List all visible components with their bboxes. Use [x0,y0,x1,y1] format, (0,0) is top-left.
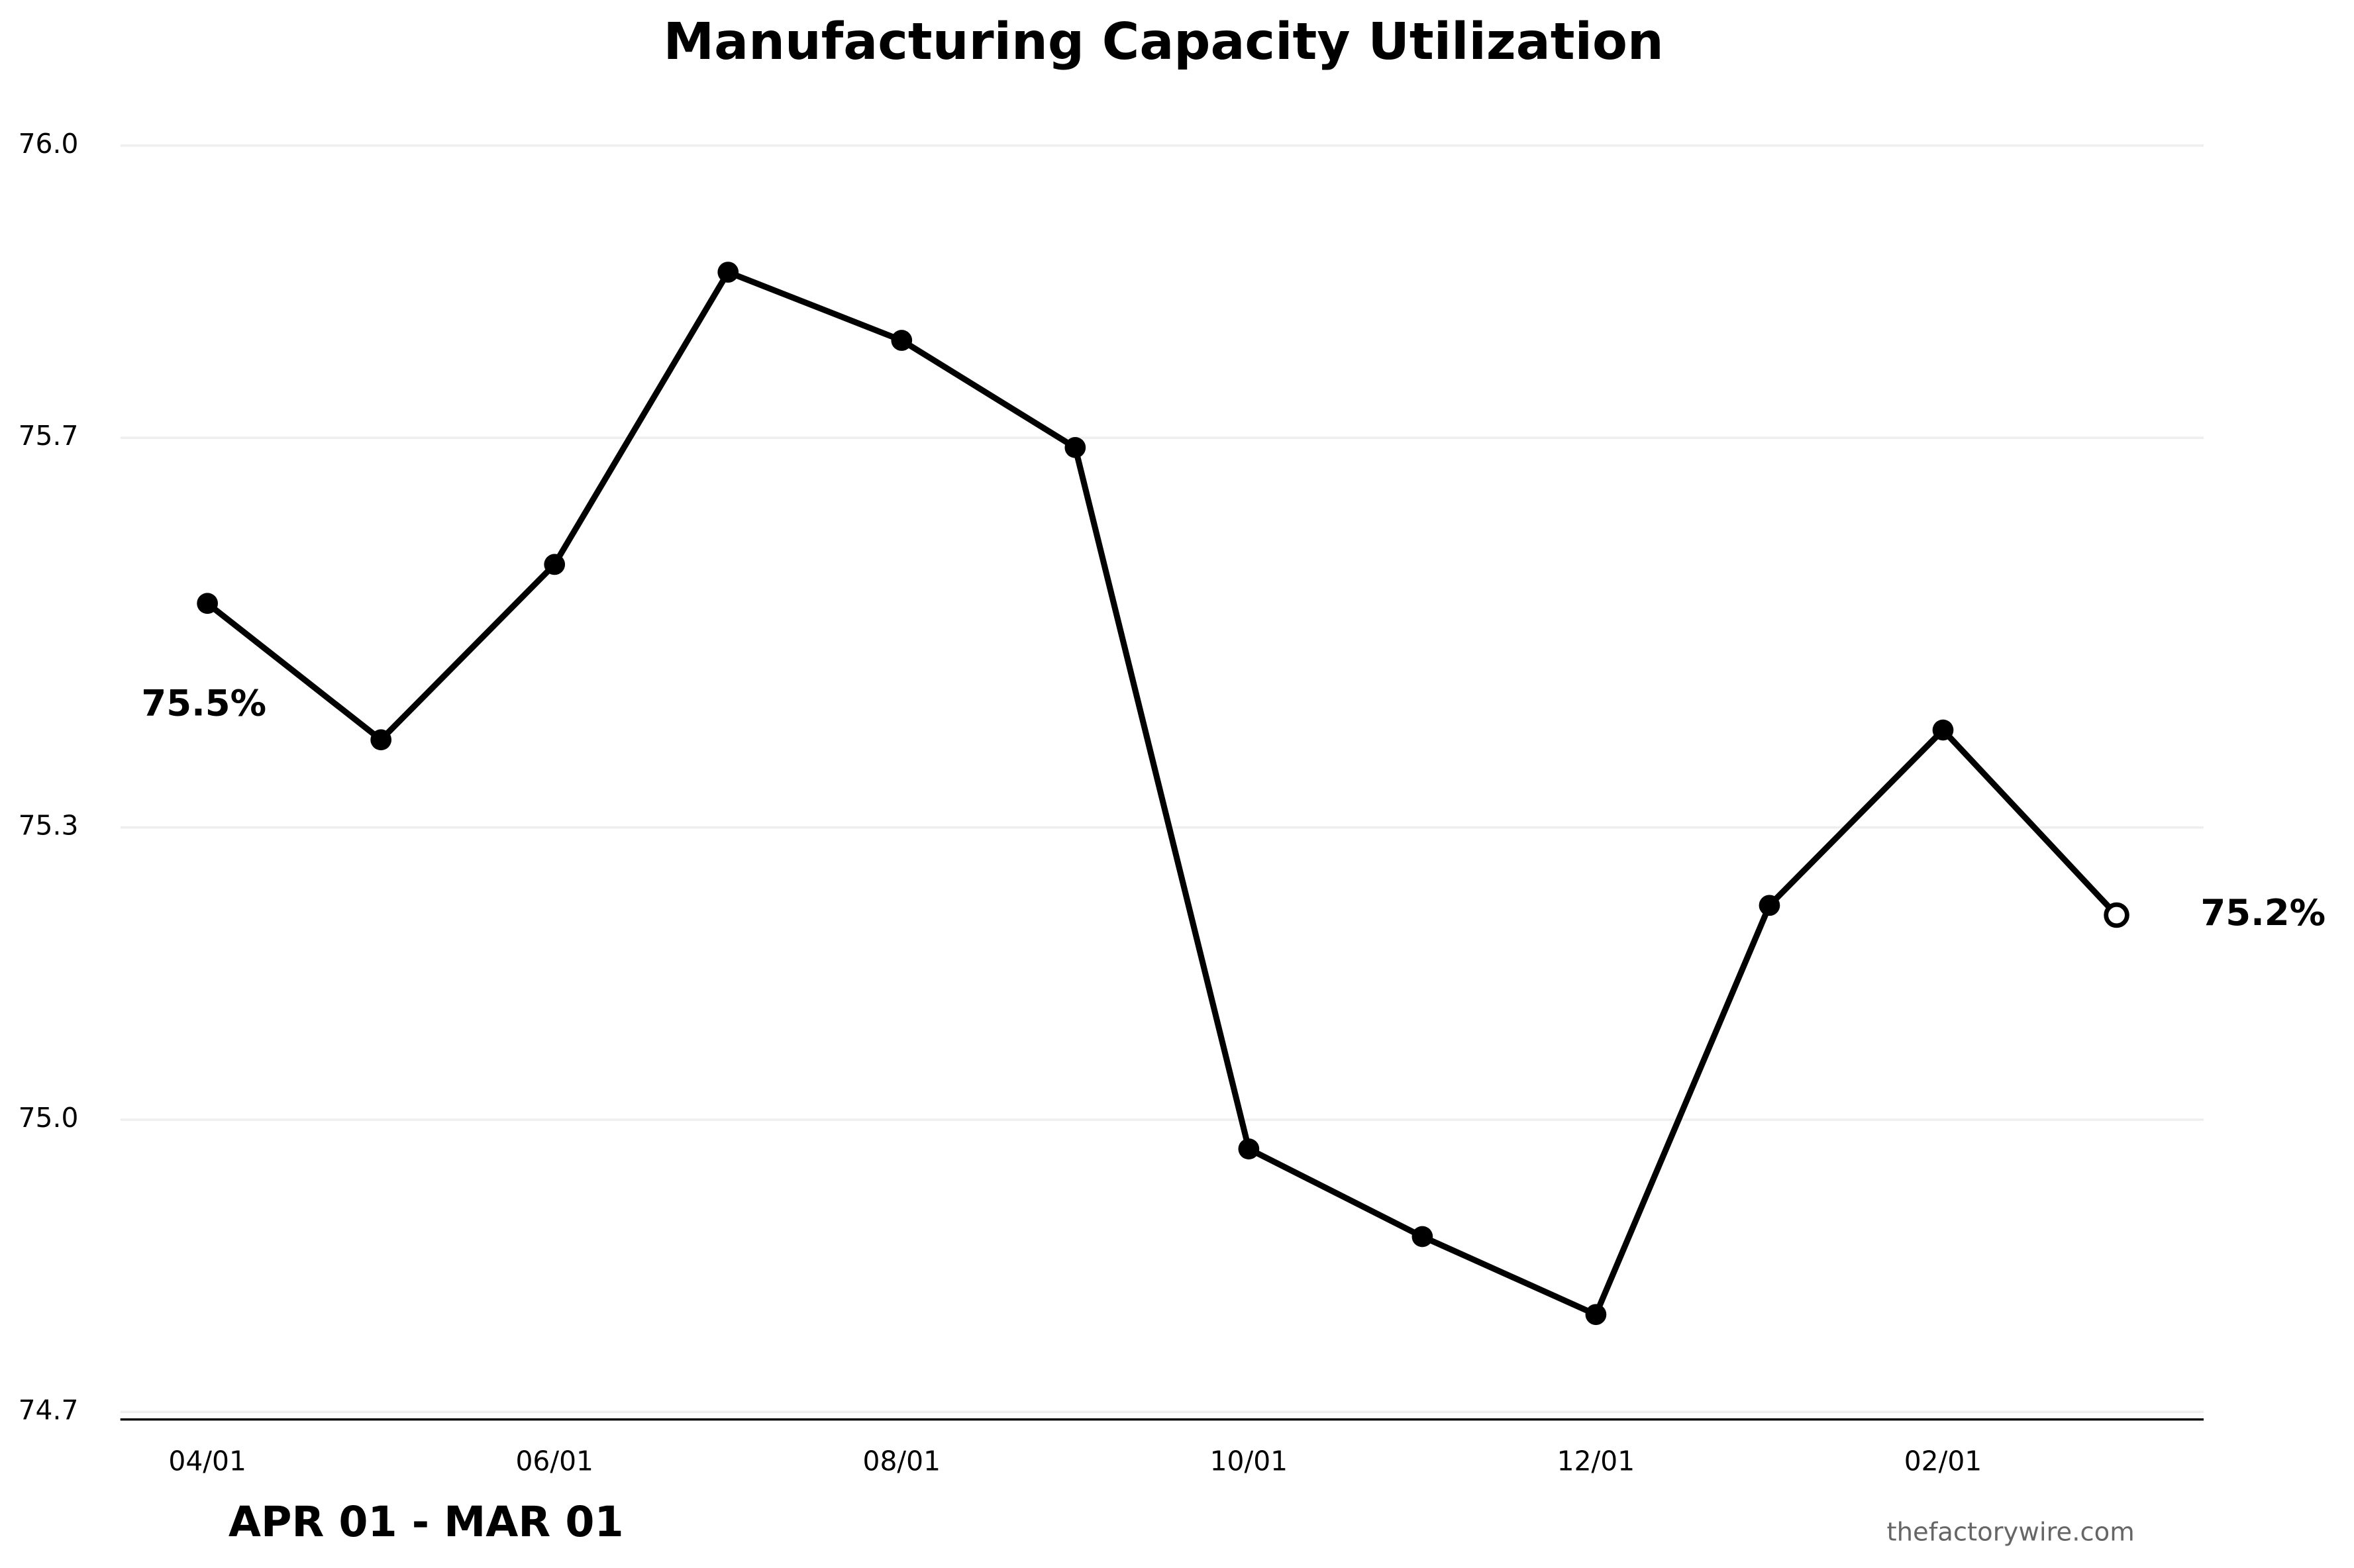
x-tick-label: 02/01 [1904,1445,1982,1477]
y-tick-label: 75.7 [19,420,79,452]
x-tick-label: 04/01 [168,1445,246,1477]
point [1064,437,1086,458]
x-tick-label: 06/01 [515,1445,593,1477]
y-tick-label: 75.0 [19,1102,79,1134]
y-tick-label: 75.3 [19,810,79,842]
point [1932,719,1954,741]
y-tick-label: 74.7 [19,1394,79,1426]
source: thefactorywire.com [1886,1517,2134,1547]
point [717,262,739,283]
chart-title: Manufacturing Capacity Utilization [663,12,1663,72]
point [1585,1304,1607,1326]
point [891,330,913,351]
value-label: 75.2% [2200,892,2326,934]
point [1238,1138,1260,1159]
point [197,593,219,614]
point [1411,1226,1433,1248]
value-label: 75.5% [141,682,266,724]
y-tick-label: 76.0 [19,128,79,160]
subtitle: APR 01 - MAR 01 [229,1497,624,1546]
point [370,729,392,751]
x-tick-label: 10/01 [1210,1445,1288,1477]
point [544,554,566,575]
point [1759,895,1780,916]
point [2104,902,2129,928]
x-tick-label: 12/01 [1557,1445,1635,1477]
x-tick-label: 08/01 [863,1445,941,1477]
line [205,269,2119,1318]
